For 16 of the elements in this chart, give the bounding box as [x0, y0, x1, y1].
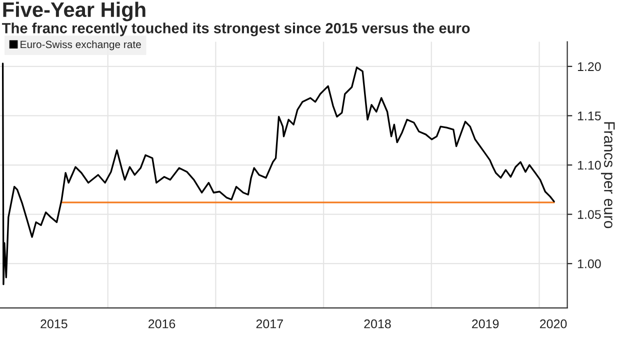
legend-label: Euro-Swiss exchange rate	[20, 40, 141, 50]
y-tick-label: 1.00	[578, 259, 601, 268]
x-tick-label: 2020	[540, 319, 567, 328]
y-tick-label: 1.10	[578, 160, 601, 170]
x-tick-label: 2019	[472, 319, 499, 328]
y-tick-label: 1.15	[578, 112, 601, 120]
x-tick-label: 2017	[256, 319, 283, 328]
y-tick-label: 1.20	[578, 62, 601, 72]
x-tick-label: 2015	[40, 319, 68, 328]
line-series	[2, 62, 555, 286]
chart-title: Five-Year High	[3, 2, 146, 22]
y-tick-label: 1.05	[578, 210, 601, 219]
x-tick-label: 2018	[364, 319, 391, 328]
chart-subtitle: The franc recently touched its strongest since 2015 versus the euro	[2, 22, 470, 36]
y-axis-title: Francs per euro	[600, 122, 615, 228]
x-tick-label: 2016	[148, 319, 176, 328]
